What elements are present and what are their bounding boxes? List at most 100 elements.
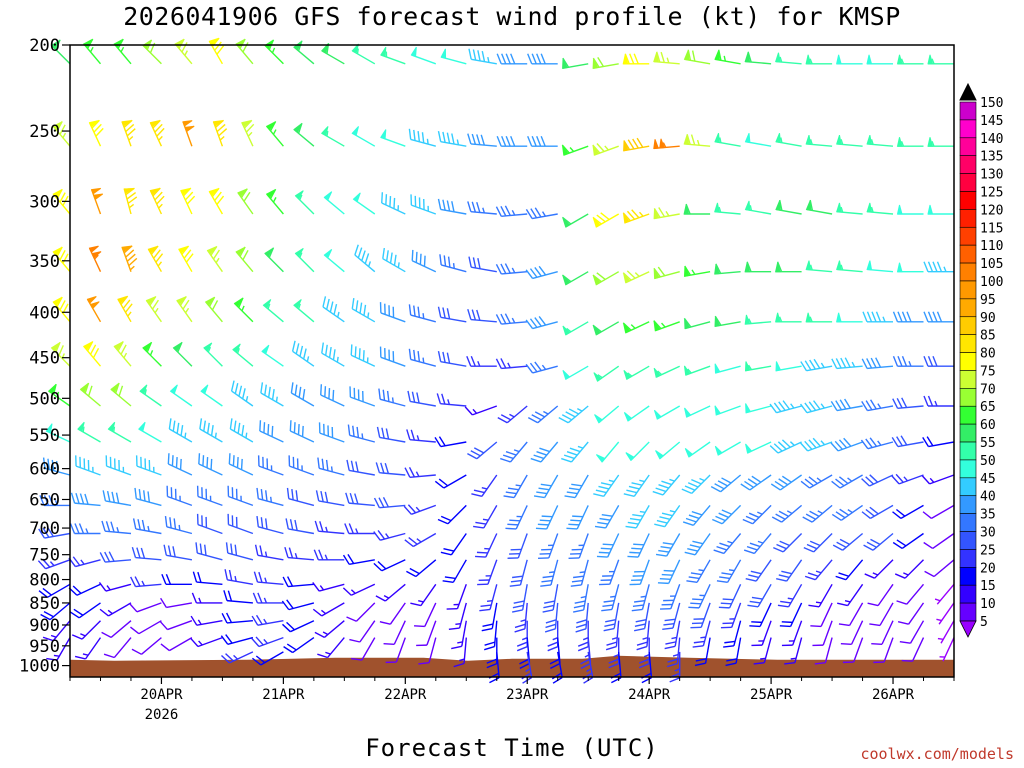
barb-full [295, 490, 299, 502]
barb-full [378, 497, 385, 508]
wind-barb [468, 48, 497, 65]
barb-full [577, 646, 589, 652]
barb-full [561, 414, 573, 421]
barb-full [468, 256, 472, 268]
wind-barb [289, 420, 315, 443]
barb-full [150, 245, 159, 255]
barb-full [128, 257, 138, 267]
barb-half [630, 324, 636, 329]
barb-full [626, 270, 636, 279]
barb-full [654, 523, 665, 528]
wind-barb [566, 505, 589, 530]
wind-barb [749, 602, 772, 628]
barb-full [161, 574, 167, 585]
colorbar-label: 75 [980, 364, 996, 379]
wind-barb [285, 518, 315, 535]
wind-barb [802, 504, 833, 523]
colorbar-label: 80 [980, 347, 996, 362]
barb-full [662, 542, 674, 546]
barb-staff [428, 637, 437, 663]
barb-full [42, 457, 46, 469]
wind-barb [714, 441, 741, 456]
barb-half [748, 318, 752, 324]
barb-full [79, 493, 85, 505]
wind-barb [654, 504, 681, 528]
barb-full [592, 216, 602, 225]
barb-half [301, 465, 303, 471]
barb-full [658, 549, 670, 553]
barb-full [470, 355, 476, 367]
barb-full [599, 583, 610, 586]
barb-full [800, 361, 808, 372]
wind-barb [208, 187, 225, 215]
barb-half [566, 327, 572, 333]
barb-full [781, 644, 793, 647]
barb-flag [835, 312, 842, 323]
barb-full [159, 621, 168, 631]
colorbar-label: 115 [980, 221, 1003, 236]
barb-full [411, 391, 416, 403]
barb-full [662, 627, 674, 630]
x-tick-label: 26APR [872, 687, 915, 703]
barb-full [514, 623, 526, 629]
barb-full [838, 623, 850, 627]
wind-barb [745, 559, 772, 582]
barb-flag [653, 268, 660, 280]
barb-half [815, 570, 822, 574]
barb-full [519, 658, 530, 665]
barb-full [269, 188, 277, 200]
wind-barb [220, 634, 254, 646]
barb-full [809, 199, 814, 211]
barb-full [936, 311, 943, 323]
barb-full [220, 635, 229, 645]
wind-barb [803, 533, 833, 553]
barb-full [235, 488, 238, 500]
barb-full [721, 509, 733, 515]
barb-full [411, 249, 414, 261]
barb-full [120, 295, 129, 305]
wind-barb [861, 399, 894, 412]
barb-full [814, 662, 826, 665]
wind-barb [408, 304, 436, 323]
wind-barb [633, 602, 650, 632]
barb-flag [50, 40, 60, 50]
barb-full [538, 315, 547, 326]
barb-full [403, 505, 412, 515]
barb-full [447, 256, 451, 268]
wind-barb [835, 312, 863, 323]
barb-half [509, 413, 515, 418]
wind-barb [769, 400, 802, 414]
wind-barb [382, 247, 406, 273]
barb-half [336, 356, 339, 363]
barb-half [844, 600, 851, 603]
wind-barbs [37, 37, 955, 684]
barb-full [496, 53, 502, 65]
barb-flag [805, 260, 812, 271]
wind-barb [927, 54, 954, 65]
barb-half [297, 303, 301, 310]
barb-full [600, 547, 612, 550]
wind-barb [256, 515, 284, 535]
barb-full [197, 571, 202, 583]
x-tick-label: 23APR [506, 687, 549, 703]
barb-full [513, 600, 525, 604]
wind-barb [139, 384, 162, 407]
wind-barb [288, 455, 315, 476]
barb-full [342, 554, 350, 565]
barb-half [729, 618, 735, 620]
wind-barb [312, 581, 345, 592]
wind-barb [101, 520, 132, 535]
wind-barb [39, 495, 70, 507]
wind-barb [168, 418, 193, 443]
barb-full [358, 348, 361, 360]
barb-full [573, 604, 585, 609]
barb-full [349, 386, 352, 398]
barb-full [510, 53, 516, 65]
wind-barb [777, 583, 803, 608]
barb-full [805, 513, 816, 520]
wind-barb [467, 309, 497, 323]
barb-half [157, 261, 163, 267]
colorbar-label: 135 [980, 150, 1003, 165]
barb-flag [149, 120, 160, 128]
barb-full [117, 341, 124, 352]
